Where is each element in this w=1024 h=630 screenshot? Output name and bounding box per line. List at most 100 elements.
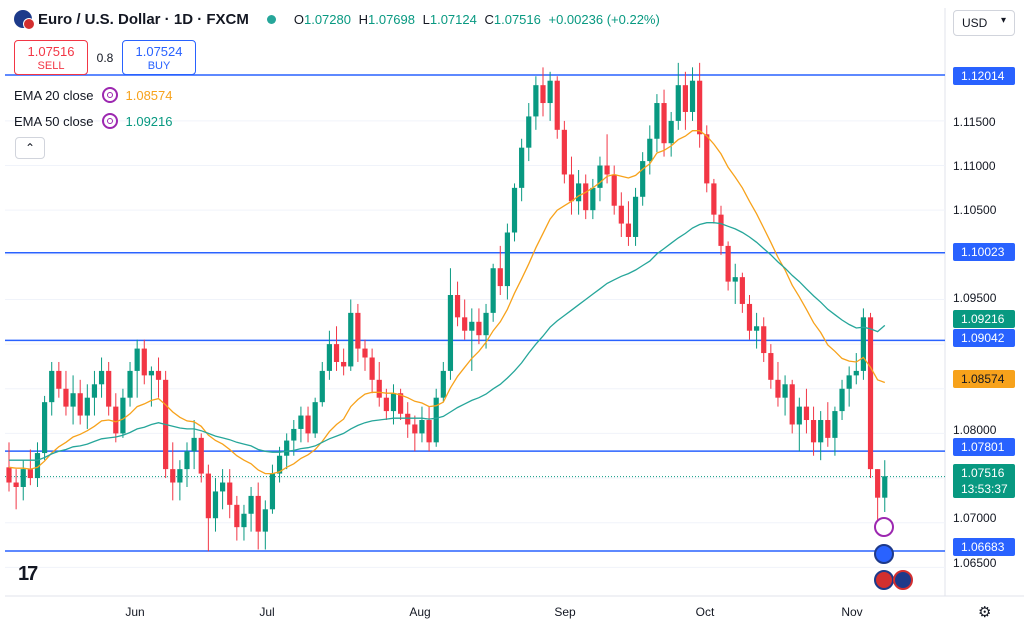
candle-body bbox=[597, 165, 603, 188]
candle-body bbox=[148, 370, 154, 376]
candle-body bbox=[697, 80, 703, 135]
chevron-up-icon: ⌃ bbox=[24, 141, 36, 155]
last-price-tag: 1.07516 13:53:37 bbox=[953, 464, 1015, 498]
level-tag[interactable]: 1.12014 bbox=[953, 67, 1015, 85]
currency-select[interactable]: USD ▾ bbox=[953, 10, 1015, 36]
sell-label: SELL bbox=[37, 59, 65, 72]
eurusd-flag-icon bbox=[14, 10, 35, 30]
collapse-legend-button[interactable]: ⌃ bbox=[15, 137, 45, 159]
candle-body bbox=[540, 85, 546, 104]
candle-body bbox=[533, 85, 539, 117]
currency-select-value: USD bbox=[962, 16, 988, 30]
candle-body bbox=[497, 268, 503, 287]
candle-body bbox=[860, 317, 866, 371]
ema20-line bbox=[8, 130, 886, 475]
candle-body bbox=[63, 388, 69, 407]
candle-body bbox=[84, 397, 90, 416]
y-tick: 1.07000 bbox=[953, 511, 997, 525]
candle-body bbox=[120, 397, 126, 434]
candle-body bbox=[882, 476, 888, 498]
candle-body bbox=[789, 384, 795, 425]
candle-body bbox=[312, 402, 318, 434]
candle-body bbox=[376, 379, 382, 398]
candle-body bbox=[276, 455, 283, 474]
candle-body bbox=[810, 420, 817, 443]
candle-body bbox=[454, 295, 461, 318]
candle-body bbox=[177, 469, 183, 483]
candle-body bbox=[590, 187, 596, 211]
candle-body bbox=[106, 370, 112, 407]
x-tick: Sep bbox=[554, 605, 576, 619]
candle-body bbox=[867, 317, 874, 470]
lightning-event-icon[interactable] bbox=[874, 517, 894, 537]
x-tick: Nov bbox=[841, 605, 863, 619]
candle-body bbox=[796, 406, 802, 425]
candle-body bbox=[675, 85, 681, 121]
candle-body bbox=[668, 120, 674, 144]
spread-value: 0.8 bbox=[96, 50, 114, 65]
indicator-settings-icon[interactable] bbox=[101, 113, 118, 129]
x-tick: Jul bbox=[259, 605, 275, 619]
level-tag[interactable]: 1.06683 bbox=[953, 538, 1015, 556]
bar-countdown: 13:53:37 bbox=[961, 482, 1008, 496]
candle-body bbox=[383, 397, 389, 412]
candle-body bbox=[333, 344, 340, 362]
candle-body bbox=[341, 361, 347, 367]
candle-body bbox=[640, 161, 646, 197]
indicator-settings-icon[interactable] bbox=[101, 87, 118, 103]
candle-body bbox=[220, 482, 226, 492]
y-tick: 1.11500 bbox=[953, 115, 996, 129]
gear-icon[interactable]: ⚙ bbox=[978, 604, 992, 621]
candle-body bbox=[519, 147, 525, 188]
ema50-legend[interactable]: EMA 50 close 1.09216 bbox=[14, 113, 173, 129]
candle-body bbox=[49, 370, 55, 403]
candle-body bbox=[205, 473, 211, 519]
tradingview-logo-icon[interactable]: 17 bbox=[18, 563, 38, 585]
x-tick: Aug bbox=[409, 605, 431, 619]
candle-body bbox=[718, 214, 724, 246]
us-flag-event-icon[interactable] bbox=[874, 570, 894, 590]
candle-body bbox=[98, 370, 105, 385]
eu-flag-event-icon[interactable] bbox=[893, 570, 913, 590]
candle-body bbox=[362, 348, 368, 358]
symbol-header[interactable]: Euro / U.S. Dollar · 1D · FXCM O1.07280 … bbox=[14, 8, 660, 30]
candle-body bbox=[704, 134, 710, 184]
candle-body bbox=[803, 406, 810, 421]
candle-body bbox=[412, 424, 418, 434]
candle-body bbox=[511, 187, 518, 233]
ema50-label: EMA 50 close bbox=[14, 113, 94, 129]
sell-button[interactable]: 1.07516 SELL bbox=[14, 40, 88, 75]
economic-event-icon[interactable] bbox=[874, 544, 894, 564]
candle-body bbox=[291, 428, 297, 441]
candle-body bbox=[34, 453, 41, 479]
level-tag[interactable]: 1.09042 bbox=[953, 329, 1015, 347]
chevron-down-icon: ▾ bbox=[1000, 15, 1006, 26]
candle-body bbox=[739, 277, 745, 304]
candle-body bbox=[768, 353, 774, 380]
candle-body bbox=[419, 420, 425, 434]
candle-body bbox=[70, 393, 76, 407]
level-tag[interactable]: 1.07801 bbox=[953, 438, 1015, 456]
candle-body bbox=[775, 379, 781, 398]
candle-body bbox=[326, 344, 332, 371]
candle-body bbox=[846, 375, 852, 389]
candle-body bbox=[725, 245, 731, 282]
candle-body bbox=[761, 326, 767, 354]
ema20-price-tag: 1.08574 bbox=[953, 370, 1015, 388]
y-tick: 1.11000 bbox=[953, 159, 996, 173]
level-tag[interactable]: 1.10023 bbox=[953, 243, 1015, 261]
candle-body bbox=[711, 183, 717, 215]
candle-body bbox=[661, 103, 667, 144]
candle-body bbox=[141, 348, 147, 376]
candle-body bbox=[284, 440, 290, 456]
trade-panel: 1.07516 SELL 0.8 1.07524 BUY bbox=[14, 40, 196, 75]
ema20-legend[interactable]: EMA 20 close 1.08574 bbox=[14, 87, 173, 103]
candle-body bbox=[234, 504, 240, 528]
candle-body bbox=[568, 174, 575, 202]
candle-body bbox=[746, 303, 753, 331]
candle-body bbox=[689, 80, 696, 112]
sell-price: 1.07516 bbox=[27, 43, 75, 59]
candle-body bbox=[853, 370, 859, 376]
buy-button[interactable]: 1.07524 BUY bbox=[122, 40, 196, 75]
